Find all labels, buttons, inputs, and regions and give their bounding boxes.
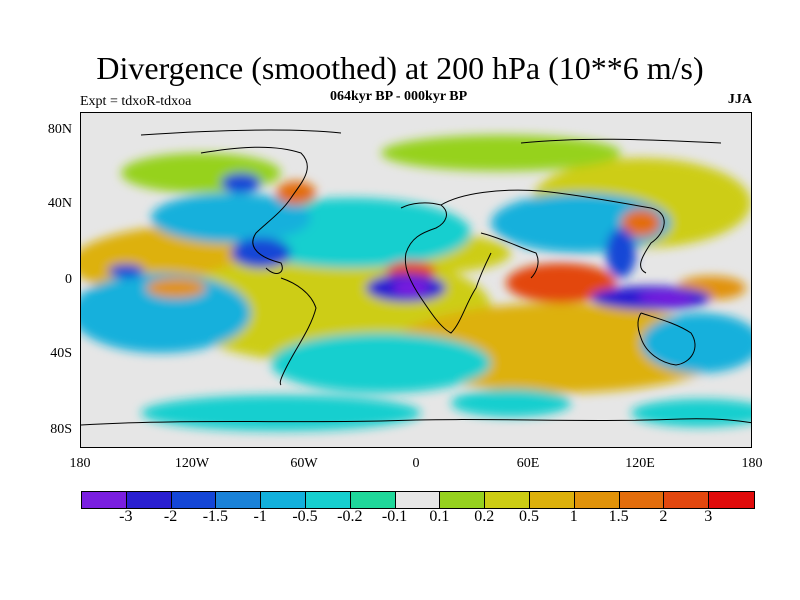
lat-tick-40s: 40S — [50, 346, 72, 361]
colorbar-label: 0.2 — [474, 508, 495, 525]
lon-tick-60e: 60E — [516, 456, 540, 471]
coastlines — [81, 129, 751, 426]
lat-tick-40n: 40N — [47, 196, 72, 211]
colorbar-swatch — [395, 492, 441, 508]
lon-tick-0: 0 — [412, 456, 420, 471]
lon-tick-180w: 180 — [69, 456, 91, 471]
colorbar-swatch — [574, 492, 620, 508]
colorbar-swatch — [709, 492, 754, 508]
colorbar-swatch — [82, 492, 127, 508]
colorbar-swatch — [171, 492, 217, 508]
colorbar-swatch — [305, 492, 351, 508]
lon-tick-60w: 60W — [290, 456, 318, 471]
colorbar-swatch — [619, 492, 665, 508]
experiment-label: Expt = tdxoR-tdxoa — [80, 94, 192, 109]
lat-tick-80s: 80S — [50, 422, 72, 437]
colorbar-label: 2 — [659, 508, 668, 525]
colorbar-label: -0.5 — [292, 508, 318, 525]
lon-tick-120e: 120E — [625, 456, 655, 471]
divergence-map — [81, 113, 751, 447]
colorbar — [81, 491, 755, 509]
colorbar-label: -2 — [163, 508, 178, 525]
lat-tick-80n: 80N — [47, 122, 72, 137]
colorbar-label: -0.2 — [337, 508, 363, 525]
colorbar-label: 0.5 — [519, 508, 539, 525]
colorbar-label: 1 — [569, 508, 578, 525]
colorbar-label: -1.5 — [202, 508, 229, 525]
season-label: JJA — [727, 92, 752, 107]
colorbar-label: 3 — [704, 508, 713, 525]
colorbar-swatch — [440, 492, 486, 508]
colorbar-label: -1 — [253, 508, 267, 525]
map-panel — [80, 112, 752, 448]
colorbar-label: -3 — [119, 508, 133, 525]
colorbar-label: 1.5 — [608, 508, 629, 525]
colorbar-swatch — [485, 492, 530, 508]
colorbar-swatch — [126, 492, 172, 508]
colorbar-swatch — [664, 492, 710, 508]
colorbar-swatch — [216, 492, 262, 508]
plot-title: Divergence (smoothed) at 200 hPa (10**6 … — [96, 50, 704, 86]
colorbar-label: 0.1 — [429, 508, 450, 525]
lon-tick-180e: 180 — [741, 456, 763, 471]
colorbar-swatch — [529, 492, 575, 508]
colorbar-swatch — [350, 492, 396, 508]
colorbar-label: -0.1 — [381, 508, 408, 525]
lon-tick-120w: 120W — [174, 456, 210, 471]
colorbar-swatch — [261, 492, 306, 508]
plot-subtitle: 064kyr BP - 000kyr BP — [330, 89, 468, 104]
lat-tick-eq: 0 — [65, 272, 72, 287]
